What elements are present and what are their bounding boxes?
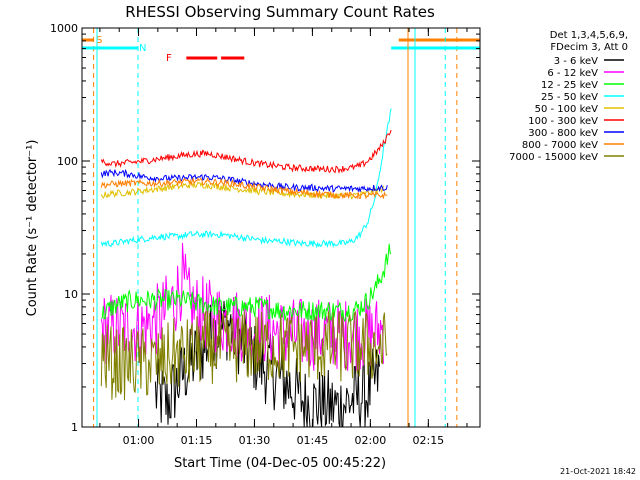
series-line-6	[100, 168, 388, 193]
y-tick-label-2: 100	[57, 155, 78, 168]
x-tick-label-4: 02:00	[355, 434, 387, 447]
y-tick-label-1: 10	[64, 288, 78, 301]
y-tick-label-3: 1000	[50, 22, 78, 35]
series-line-5	[100, 129, 392, 174]
flare-label: F	[166, 53, 172, 64]
series-line-3	[100, 108, 392, 249]
x-tick-label-3: 01:45	[297, 434, 329, 447]
saa-label: S	[96, 35, 102, 46]
legend-label-2: 12 - 25 keV	[541, 80, 598, 91]
chart-title: RHESSI Observing Summary Count Rates	[125, 3, 435, 21]
series-line-7	[100, 176, 388, 200]
series-line-4	[100, 181, 384, 200]
legend: Det 1,3,4,5,6,9,FDecim 3, Att 0 3 - 6 keV…	[509, 30, 628, 163]
legend-header-1: FDecim 3, Att 0	[550, 42, 628, 53]
legend-header-0: Det 1,3,4,5,6,9,	[550, 30, 628, 41]
x-tick-label-1: 01:15	[181, 434, 213, 447]
legend-label-7: 800 - 7000 keV	[522, 140, 598, 151]
y-axis-label: Count Rate (s⁻¹ detector⁻¹)	[25, 140, 40, 317]
plot-frame	[81, 27, 481, 428]
x-tick-label-2: 01:30	[239, 434, 271, 447]
x-tick-label-5: 02:15	[412, 434, 444, 447]
legend-label-3: 25 - 50 keV	[541, 92, 598, 103]
footer-date: 21-Oct-2021 18:42	[560, 467, 636, 476]
legend-label-6: 300 - 800 keV	[528, 128, 598, 139]
y-tick-label-0: 1	[71, 421, 78, 434]
night-label: N	[139, 43, 146, 54]
x-tick-label-0: 01:00	[123, 434, 155, 447]
legend-label-5: 100 - 300 keV	[528, 116, 598, 127]
legend-label-0: 3 - 6 keV	[554, 56, 598, 67]
legend-label-4: 50 - 100 keV	[535, 104, 599, 115]
legend-label-1: 6 - 12 keV	[547, 68, 598, 79]
series-line-2	[101, 243, 392, 323]
x-axis-label: Start Time (04-Dec-05 00:45:22)	[174, 456, 386, 471]
legend-label-8: 7000 - 15000 keV	[509, 152, 598, 163]
series-line-8	[100, 309, 388, 401]
